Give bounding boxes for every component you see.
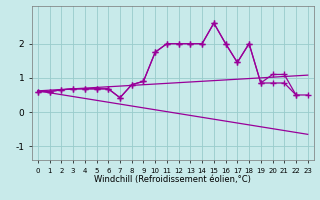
X-axis label: Windchill (Refroidissement éolien,°C): Windchill (Refroidissement éolien,°C) (94, 175, 251, 184)
